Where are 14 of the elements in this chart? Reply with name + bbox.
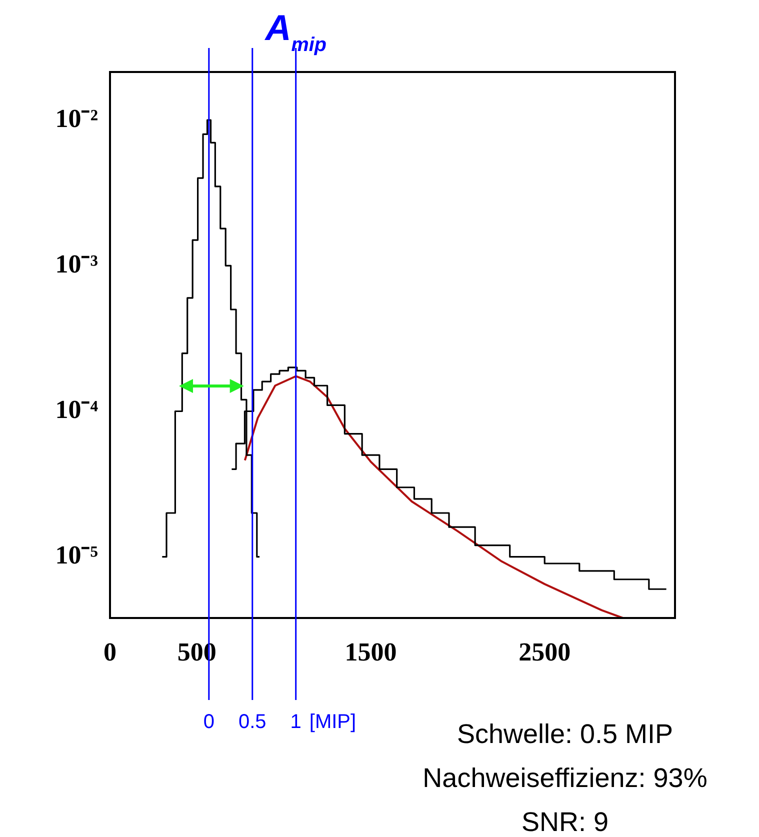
y-tick-label: 10⁻⁵ bbox=[55, 540, 98, 570]
y-tick-label: 10⁻⁴ bbox=[55, 394, 98, 424]
x-tick-label: 1500 bbox=[344, 637, 397, 666]
text: Schwelle: 0.5 MIP bbox=[456, 719, 674, 749]
text: SNR: 9 bbox=[521, 807, 609, 837]
y-tick-label: 10⁻³ bbox=[55, 249, 98, 278]
text: 0.5 bbox=[238, 711, 266, 733]
text: 1 bbox=[290, 711, 302, 733]
y-tick-label: 10⁻² bbox=[55, 104, 98, 133]
x-tick-label: 2500 bbox=[518, 637, 571, 666]
text: Nachweiseffizienz: 93% bbox=[422, 763, 708, 793]
x-tick-label: 0 bbox=[104, 637, 116, 666]
text: [MIP] bbox=[309, 711, 356, 733]
text: 0 bbox=[203, 711, 214, 733]
